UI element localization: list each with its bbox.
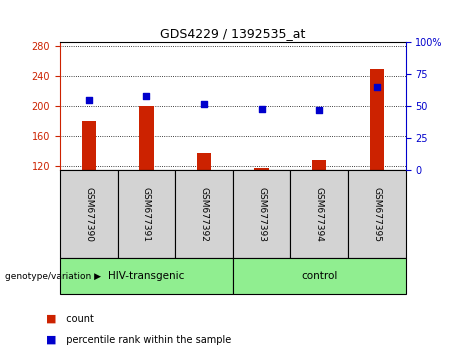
Bar	[348, 170, 406, 258]
Text: genotype/variation ▶: genotype/variation ▶	[5, 272, 100, 281]
Text: ■: ■	[46, 314, 57, 324]
Bar	[82, 121, 96, 170]
Bar	[290, 170, 348, 258]
Bar	[60, 258, 233, 294]
Text: ■: ■	[46, 335, 57, 345]
Point	[85, 97, 92, 103]
Bar	[60, 170, 118, 258]
Text: count: count	[60, 314, 94, 324]
Bar	[233, 170, 290, 258]
Point	[373, 84, 381, 90]
Bar	[197, 153, 211, 170]
Text: GSM677395: GSM677395	[372, 187, 381, 242]
Title: GDS4229 / 1392535_at: GDS4229 / 1392535_at	[160, 27, 306, 40]
Bar	[118, 170, 175, 258]
Point	[142, 93, 150, 99]
Text: GSM677391: GSM677391	[142, 187, 151, 242]
Text: GSM677390: GSM677390	[84, 187, 93, 242]
Bar	[139, 106, 154, 170]
Text: GSM677394: GSM677394	[315, 187, 324, 242]
Point	[315, 107, 323, 113]
Point	[258, 106, 266, 112]
Text: GSM677392: GSM677392	[200, 187, 208, 242]
Text: GSM677393: GSM677393	[257, 187, 266, 242]
Bar	[312, 160, 326, 170]
Text: control: control	[301, 271, 337, 281]
Point	[200, 101, 207, 107]
Bar	[175, 170, 233, 258]
Bar	[233, 258, 406, 294]
Text: HIV-transgenic: HIV-transgenic	[108, 271, 184, 281]
Text: percentile rank within the sample: percentile rank within the sample	[60, 335, 231, 345]
Bar	[370, 69, 384, 170]
Bar	[254, 169, 269, 170]
